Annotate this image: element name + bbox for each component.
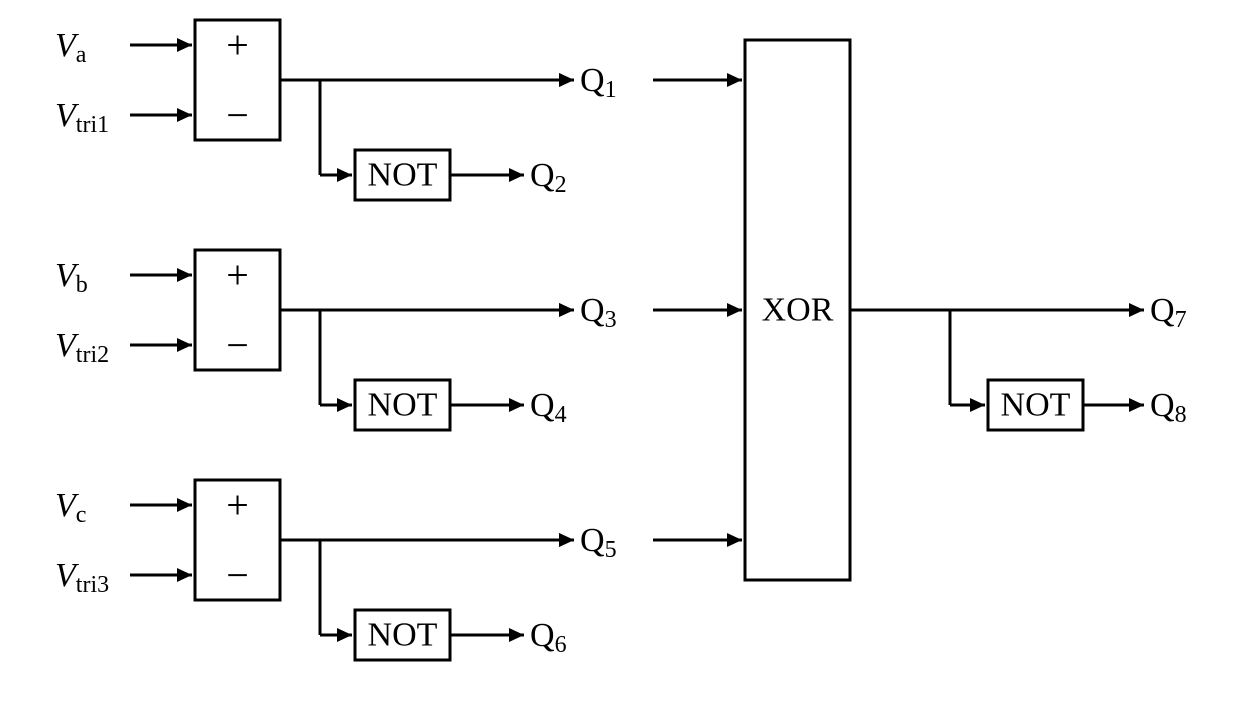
- output-Q8: Q8: [1150, 387, 1187, 429]
- svg-text:NOT: NOT: [368, 387, 438, 424]
- output-Q4: Q4: [530, 387, 567, 429]
- svg-text:−: −: [226, 323, 249, 368]
- input-label-Vtri1: Vtri1: [55, 97, 109, 139]
- output-Q2: Q2: [530, 157, 567, 199]
- output-Q3: Q3: [580, 292, 617, 334]
- svg-text:XOR: XOR: [762, 292, 834, 329]
- svg-text:+: +: [226, 253, 249, 298]
- svg-text:NOT: NOT: [368, 617, 438, 654]
- svg-text:NOT: NOT: [1001, 387, 1071, 424]
- input-label-Va: Va: [55, 27, 87, 69]
- input-label-Vtri2: Vtri2: [55, 327, 109, 369]
- output-Q6: Q6: [530, 617, 567, 659]
- output-Q5: Q5: [580, 522, 617, 564]
- input-label-Vtri3: Vtri3: [55, 557, 109, 599]
- svg-text:−: −: [226, 93, 249, 138]
- output-Q1: Q1: [580, 62, 617, 104]
- logic-block-diagram: Va Vtri1 Vb Vtri2 Vc Vtri3 + − + − + − NOT NOT NOT NOT X…: [0, 0, 1240, 727]
- input-label-Vc: Vc: [55, 487, 86, 529]
- input-label-Vb: Vb: [55, 257, 88, 299]
- svg-text:+: +: [226, 483, 249, 528]
- svg-text:NOT: NOT: [368, 157, 438, 194]
- output-Q7: Q7: [1150, 292, 1187, 334]
- svg-text:+: +: [226, 23, 249, 68]
- svg-text:−: −: [226, 553, 249, 598]
